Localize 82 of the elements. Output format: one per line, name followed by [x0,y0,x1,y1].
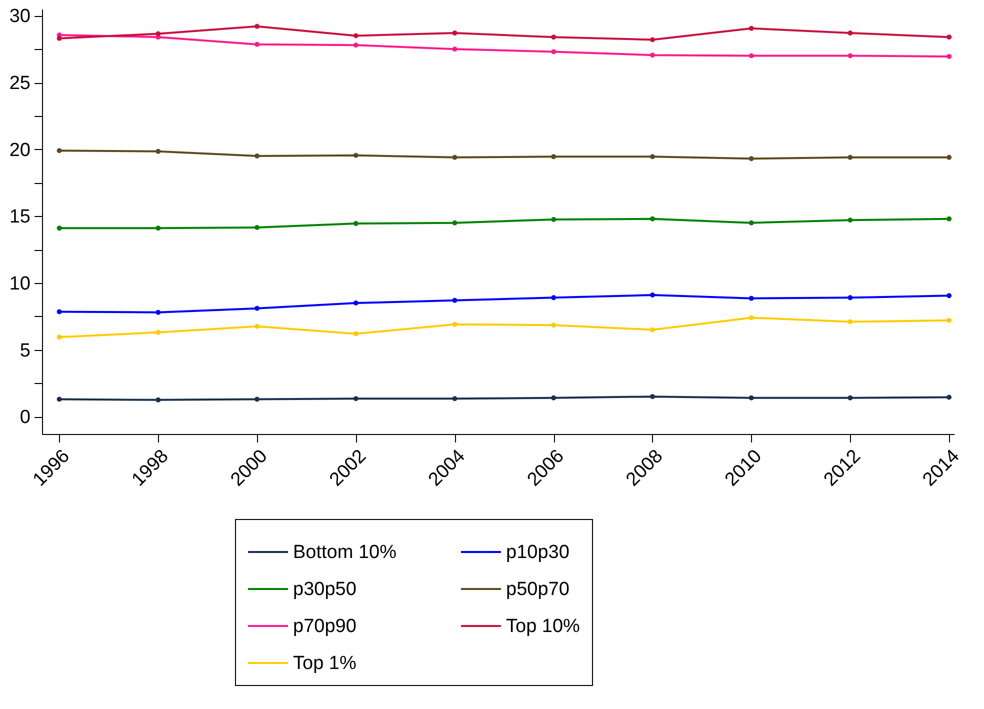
point [156,397,161,402]
point [650,292,655,298]
point [452,46,458,52]
legend-label: Top 10% [506,616,580,637]
point [946,216,952,222]
point [254,154,260,159]
point [650,394,655,400]
point [650,37,655,42]
point [254,324,260,329]
point [156,330,161,335]
y-tick-label: 25 [9,73,30,94]
point [254,24,260,29]
point [254,42,260,47]
point [748,395,754,400]
point [56,36,62,41]
legend-label: Bottom 10% [293,542,397,563]
point [353,300,358,306]
point [452,30,458,36]
point [748,315,754,320]
y-tick-label: 5 [20,340,30,362]
point [156,310,161,315]
point [353,221,358,226]
point [650,327,655,332]
point [551,34,556,40]
point [551,322,556,328]
y-tick-label: 20 [9,140,30,161]
point [56,226,62,231]
point [452,220,458,226]
point [748,53,754,58]
point [551,395,556,400]
point [353,42,358,48]
y-tick-label: 30 [9,6,30,28]
legend-label: p50p70 [506,579,570,600]
legend-label: p70p90 [293,616,356,637]
point [650,52,655,58]
legend-label: p10p30 [506,542,570,563]
point [946,394,952,400]
point [452,396,458,402]
point [946,34,952,40]
point [551,217,556,222]
point [254,225,260,230]
point [650,216,655,222]
point [353,152,358,158]
point [156,226,161,231]
point [946,318,952,323]
point [748,156,754,162]
point [848,319,853,324]
point [353,331,358,336]
point [156,148,161,154]
point [452,322,458,327]
point [551,295,556,300]
point [56,334,62,340]
point [452,154,458,160]
y-tick-label: 15 [9,206,30,228]
point [551,154,556,160]
legend-label: p30p50 [293,579,356,600]
point [848,30,853,36]
point [551,49,556,54]
point [848,154,853,160]
point [946,293,952,298]
point [56,309,62,314]
legend-label: Top 1% [293,653,356,674]
point [848,395,853,400]
y-tick-label: 0 [20,407,30,428]
point [946,154,952,160]
point [848,218,853,223]
point [254,306,260,311]
point [748,220,754,226]
point [353,33,358,38]
point [848,53,853,58]
point [748,296,754,301]
point [353,396,358,402]
point [946,54,952,59]
point [56,148,62,154]
point [748,26,754,31]
point [848,295,853,300]
point [650,154,655,160]
point [452,298,458,303]
point [56,396,62,402]
point [254,396,260,402]
y-tick-label: 10 [9,273,30,294]
point [156,31,161,36]
